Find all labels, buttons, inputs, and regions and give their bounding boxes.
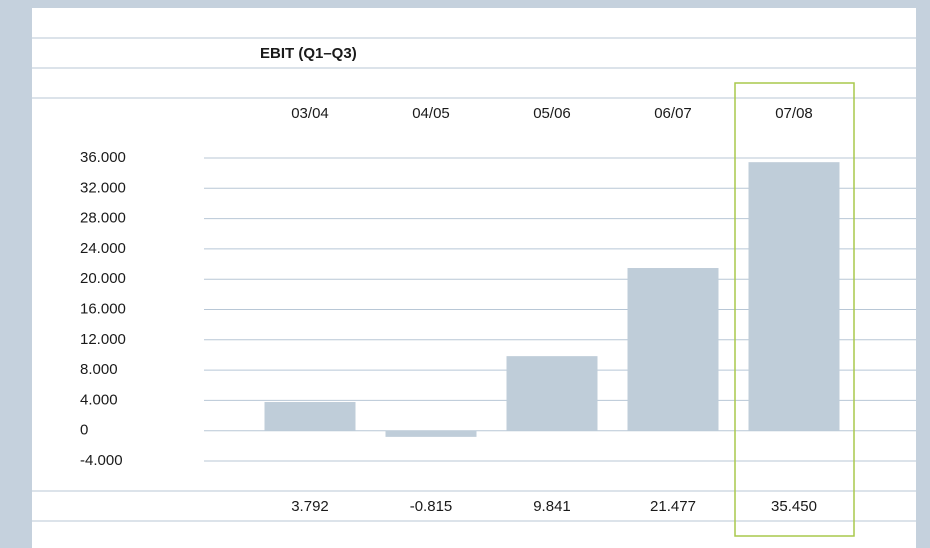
bar [385, 430, 477, 437]
value-label: -0.815 [410, 498, 453, 515]
y-tick-label: 36.000 [80, 149, 126, 166]
y-tick-label: -4.000 [80, 452, 123, 469]
y-tick-label: 0 [80, 422, 88, 439]
value-label: 21.477 [650, 498, 696, 515]
x-tick-label: 05/06 [533, 105, 571, 122]
y-tick-label: 12.000 [80, 331, 126, 348]
value-label: 9.841 [533, 498, 571, 515]
bar [264, 401, 356, 431]
x-tick-label: 07/08 [775, 105, 813, 122]
highlight-box [734, 82, 855, 537]
value-label: 35.450 [771, 498, 817, 515]
x-tick-label: 06/07 [654, 105, 692, 122]
x-tick-label: 04/05 [412, 105, 450, 122]
y-tick-label: 8.000 [80, 361, 118, 378]
y-tick-label: 20.000 [80, 270, 126, 287]
y-tick-label: 28.000 [80, 210, 126, 227]
bar [627, 268, 719, 431]
bar [506, 356, 598, 431]
y-tick-label: 4.000 [80, 391, 118, 408]
bar [748, 162, 840, 431]
y-tick-label: 24.000 [80, 240, 126, 257]
y-tick-label: 32.000 [80, 179, 126, 196]
value-label: 3.792 [291, 498, 329, 515]
x-tick-label: 03/04 [291, 105, 329, 122]
chart-title: EBIT (Q1–Q3) [260, 45, 357, 62]
y-tick-label: 16.000 [80, 300, 126, 317]
